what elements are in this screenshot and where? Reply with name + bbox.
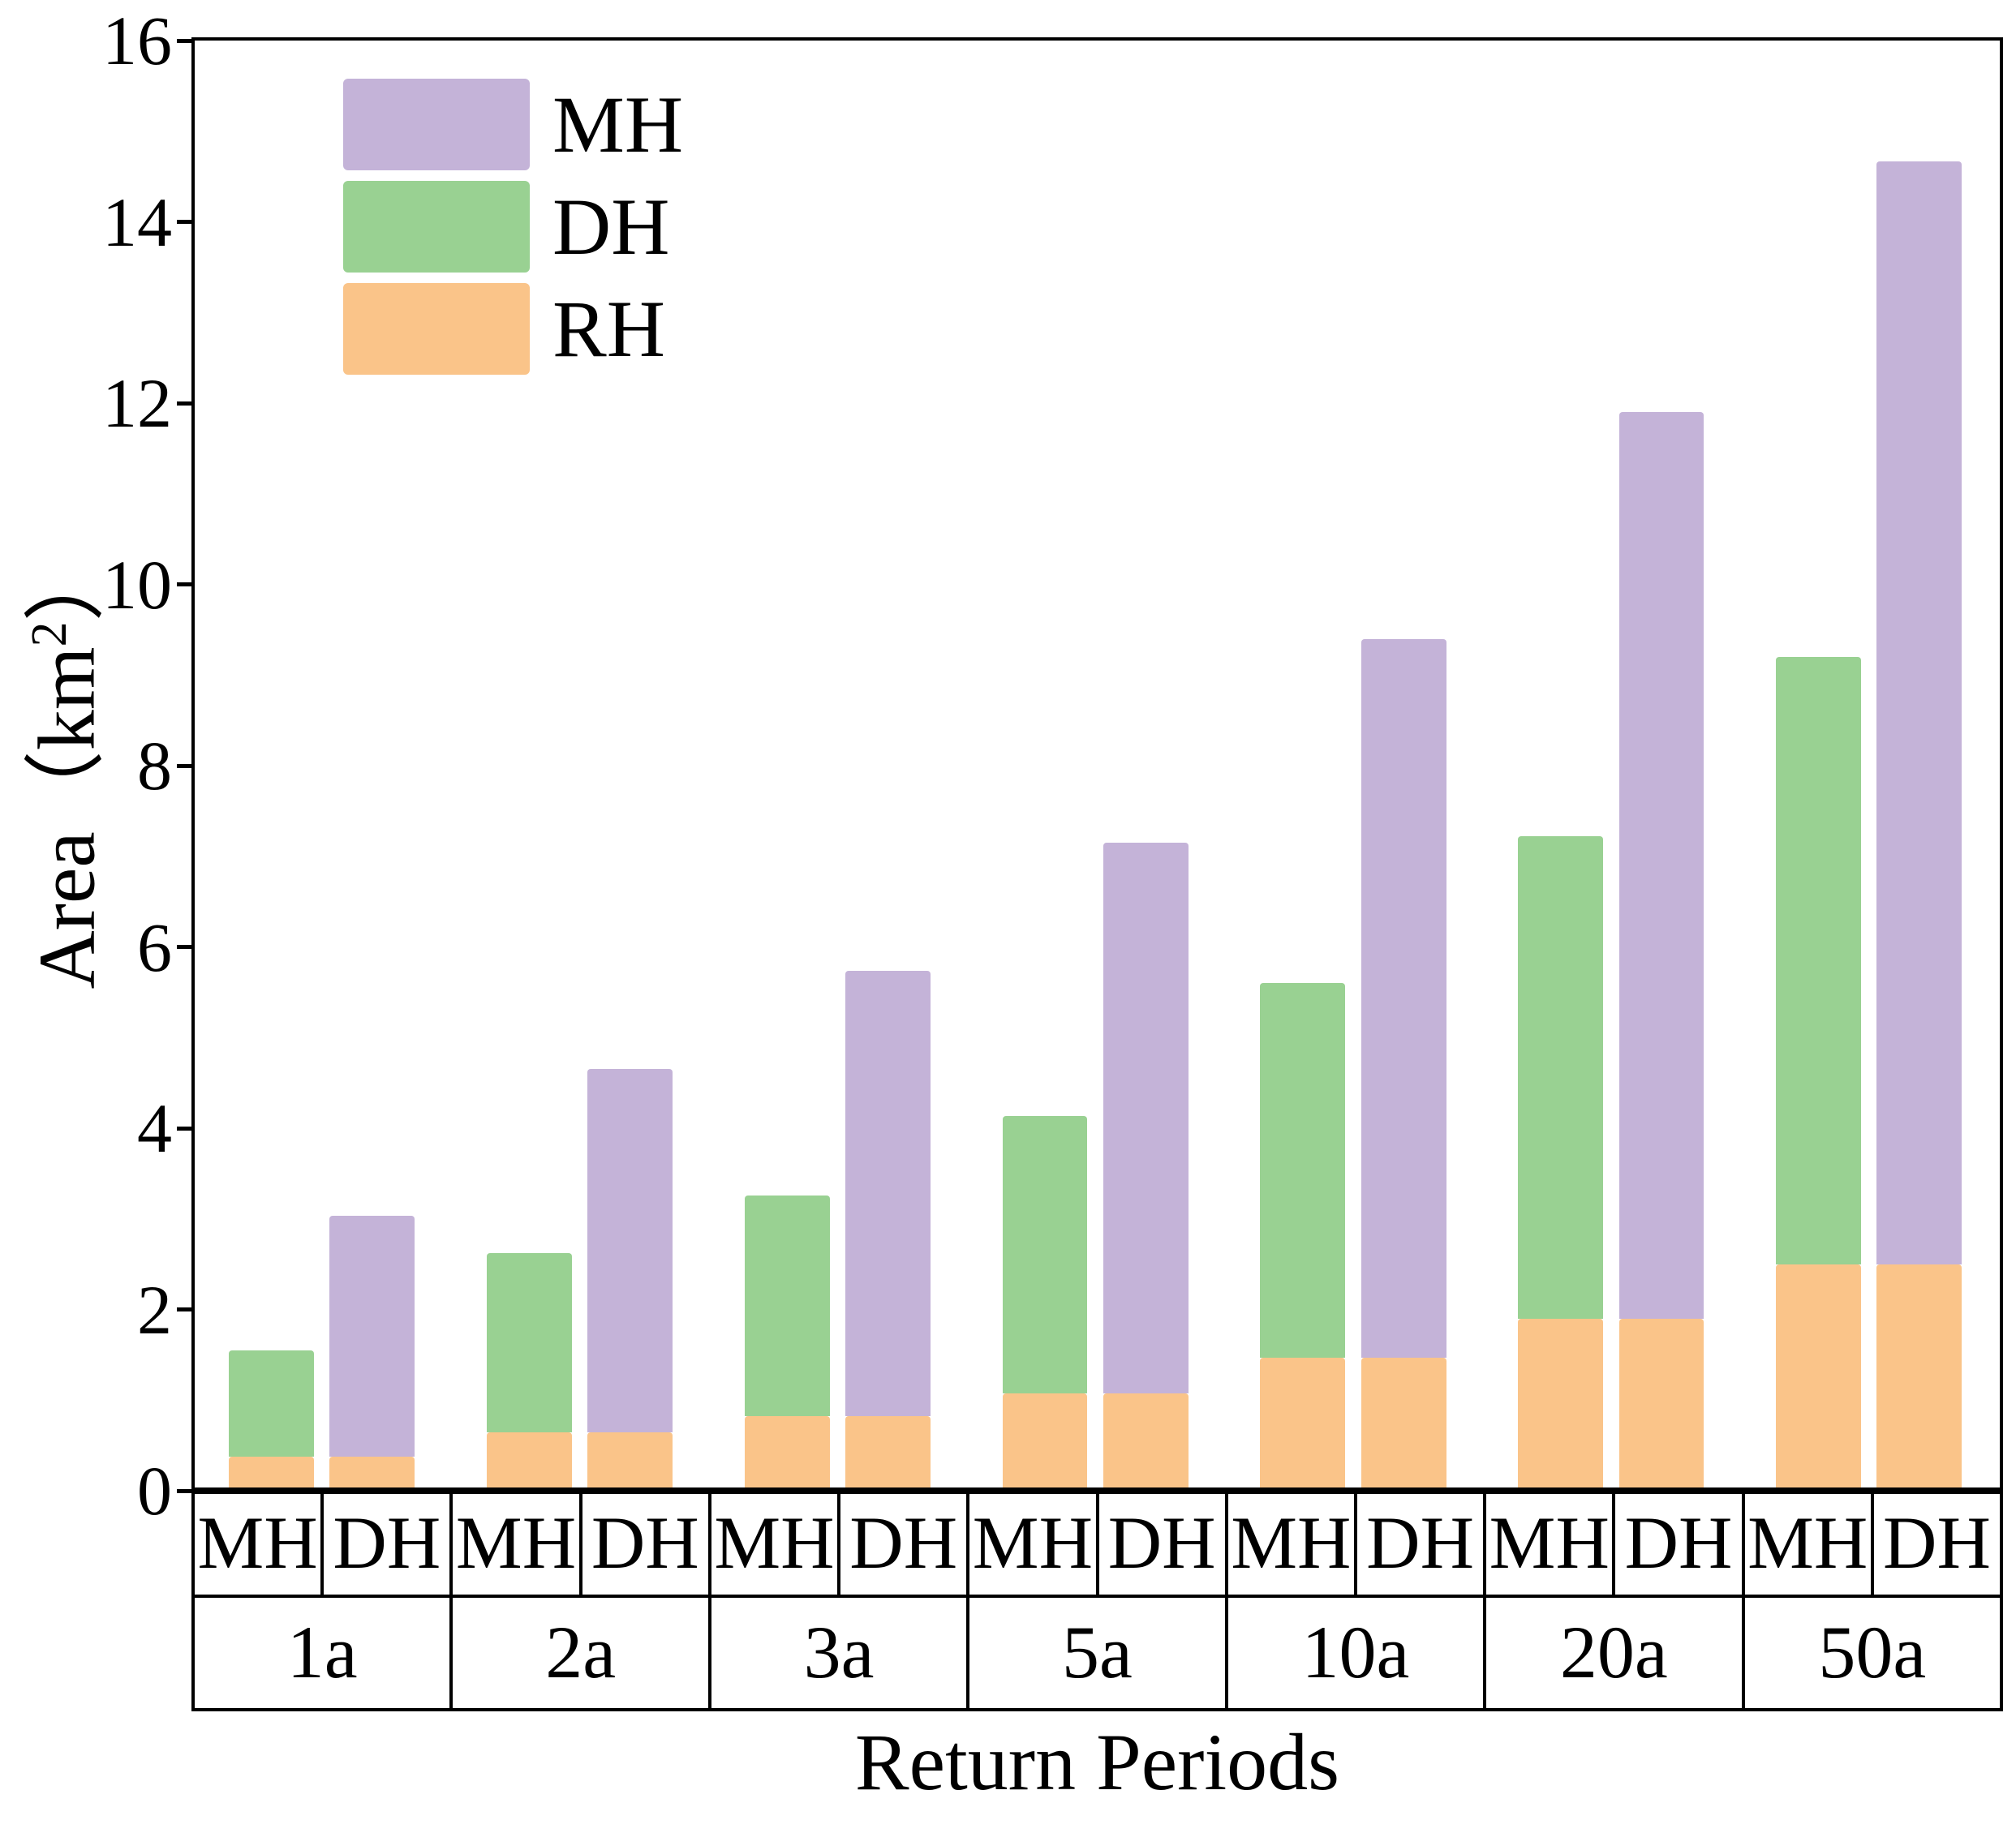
bar-segment-2a-DH-RH: [587, 1432, 673, 1491]
x-axis-title: Return Periods: [854, 1717, 1340, 1807]
period-label-10a: 10a: [1228, 1598, 1487, 1708]
bar-column-header-20a-mh: MH: [1486, 1491, 1616, 1598]
legend-label-mh: MH: [552, 79, 684, 170]
bar-segment-1a-DH-RH: [329, 1456, 415, 1491]
bar-column-header-5a-dh: DH: [1098, 1491, 1228, 1598]
y-axis-title-close: ）: [21, 540, 112, 622]
period-label-20a: 20a: [1486, 1598, 1745, 1708]
bar-column-header-20a-dh: DH: [1615, 1491, 1745, 1598]
bar-segment-50a-MH-RH: [1776, 1264, 1861, 1491]
y-axis-title: Area（km2）: [0, 540, 118, 989]
y-axis-title-sup: 2: [22, 621, 78, 647]
bar-segment-2a-DH-MH: [587, 1069, 673, 1433]
legend-swatch-dh: [343, 181, 530, 273]
legend-label-dh: DH: [552, 182, 670, 272]
legend-swatch-mh: [343, 79, 530, 170]
bar-column-header-1a-mh: MH: [195, 1491, 325, 1598]
legend-item-dh: DH: [343, 181, 683, 273]
bar-column-header-3a-dh: DH: [840, 1491, 970, 1598]
plot-area: MH DH RH: [191, 37, 2003, 1494]
y-tick-label-10: 10: [102, 545, 172, 624]
x-axis-table: MH DH MH DH MH DH MH DH MH DH MH DH MH DH 1a 2a 3a 5a 10a…: [191, 1487, 2003, 1711]
plot-inner: [195, 41, 2000, 1491]
bar-segment-10a-DH-RH: [1360, 1357, 1446, 1491]
y-tick-mark-16: [177, 38, 195, 43]
bar-segment-3a-DH-RH: [845, 1416, 931, 1491]
bar-segment-50a-MH-DH: [1776, 656, 1861, 1264]
y-tick-mark-0: [177, 1488, 195, 1493]
bar-segment-10a-MH-RH: [1260, 1357, 1346, 1491]
bar-segment-5a-MH-RH: [1002, 1393, 1088, 1491]
legend-swatch-rh: [343, 283, 530, 375]
period-label-50a: 50a: [1818, 1611, 1927, 1693]
bar-segment-20a-DH-RH: [1618, 1318, 1704, 1491]
legend-label-rh: RH: [552, 284, 665, 374]
y-tick-label-12: 12: [102, 364, 172, 442]
bar-column-header-5a-mh: MH: [969, 1491, 1099, 1598]
bar-column-header-50a-dh: DH: [1873, 1491, 2001, 1598]
period-label-3a: 3a: [711, 1598, 970, 1708]
bar-segment-1a-MH-RH: [228, 1456, 314, 1491]
bar-segment-1a-MH-DH: [228, 1350, 314, 1457]
bar-segment-2a-MH-RH: [486, 1432, 572, 1491]
legend: MH DH RH: [343, 79, 683, 385]
bar-column-header-1a-dh: DH: [324, 1491, 453, 1598]
y-tick-mark-10: [177, 582, 195, 586]
bar-column-header-50a-mh: MH: [1744, 1491, 1874, 1598]
bar-segment-5a-DH-MH: [1103, 843, 1189, 1394]
y-axis-title-text: Area（km: [21, 646, 112, 989]
legend-item-mh: MH: [343, 79, 683, 170]
bar-column-header-2a-dh: DH: [582, 1491, 711, 1598]
bar-label-row: MH DH MH DH MH DH MH DH MH DH MH DH MH DH: [195, 1491, 2001, 1598]
period-label-2a: 2a: [453, 1598, 711, 1708]
bar-segment-5a-MH-DH: [1002, 1116, 1088, 1394]
bar-segment-20a-DH-MH: [1618, 412, 1704, 1319]
legend-item-rh: RH: [343, 283, 683, 375]
bar-segment-3a-MH-DH: [744, 1195, 830, 1417]
bar-column-header-10a-mh: MH: [1227, 1491, 1357, 1598]
y-tick-label-0: 0: [137, 1452, 172, 1530]
bar-segment-10a-DH-MH: [1360, 638, 1446, 1358]
bar-segment-2a-MH-DH: [486, 1253, 572, 1433]
bar-segment-20a-MH-DH: [1518, 836, 1604, 1319]
bar-segment-50a-DH-MH: [1876, 161, 1962, 1264]
bar-segment-3a-MH-RH: [744, 1416, 830, 1491]
y-tick-label-14: 14: [102, 182, 172, 261]
bar-segment-3a-DH-MH: [845, 970, 931, 1417]
y-tick-mark-6: [177, 945, 195, 949]
y-tick-label-16: 16: [102, 2, 172, 79]
y-tick-label-8: 8: [137, 727, 172, 805]
period-label-5a: 5a: [969, 1598, 1228, 1708]
bar-segment-1a-DH-MH: [329, 1216, 415, 1457]
y-tick-mark-2: [177, 1307, 195, 1311]
y-tick-label-4: 4: [137, 1089, 172, 1167]
period-label-1a: 1a: [195, 1598, 453, 1708]
bar-column-header-2a-mh: MH: [453, 1491, 582, 1598]
period-label-row: 1a 2a 3a 5a 10a 20a 50a: [195, 1598, 2000, 1708]
y-tick-mark-4: [177, 1126, 195, 1131]
y-tick-mark-8: [177, 763, 195, 768]
bar-segment-10a-MH-DH: [1260, 983, 1346, 1358]
y-tick-label-2: 2: [137, 1270, 172, 1349]
bar-column-header-10a-dh: DH: [1356, 1491, 1487, 1598]
y-tick-mark-14: [177, 220, 195, 224]
bar-segment-20a-MH-RH: [1518, 1318, 1604, 1491]
bar-segment-5a-DH-RH: [1103, 1393, 1189, 1491]
y-tick-label-6: 6: [137, 908, 172, 986]
bar-column-header-3a-mh: MH: [711, 1491, 841, 1598]
bar-segment-50a-DH-RH: [1876, 1264, 1962, 1491]
y-tick-mark-12: [177, 401, 195, 406]
